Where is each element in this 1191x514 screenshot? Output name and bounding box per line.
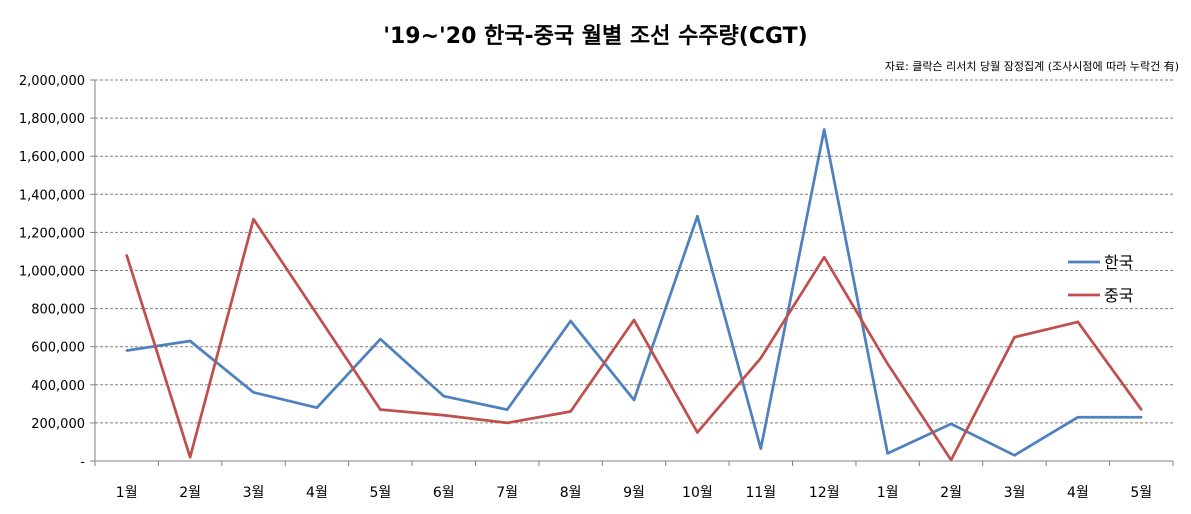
series-line-1 bbox=[126, 128, 1142, 457]
data-point bbox=[505, 408, 509, 411]
legend-label: 한국 bbox=[1104, 253, 1133, 272]
y-tick-label: 1,400,000 bbox=[19, 188, 85, 203]
y-tick-label: 1,200,000 bbox=[19, 226, 85, 241]
data-point bbox=[632, 318, 636, 322]
y-tick-label: 1,800,000 bbox=[19, 112, 85, 127]
x-tick-label: 12월 bbox=[809, 485, 840, 501]
x-tick-label: 1월 bbox=[877, 485, 899, 501]
data-point bbox=[125, 349, 128, 352]
data-point bbox=[188, 455, 192, 459]
data-point bbox=[759, 356, 763, 360]
y-tick-label: 2,000,000 bbox=[19, 74, 85, 89]
data-point bbox=[252, 391, 255, 394]
y-tick-label: 600,000 bbox=[31, 341, 85, 356]
x-tick-label: 5월 bbox=[1130, 485, 1152, 501]
x-tick-label: 4월 bbox=[306, 485, 328, 501]
data-point bbox=[442, 414, 445, 417]
data-point bbox=[1013, 335, 1016, 339]
x-tick-label: 2월 bbox=[179, 485, 201, 501]
chart-title: '19~'20 한국-중국 월별 조선 수주량(CGT) bbox=[383, 24, 808, 49]
data-point bbox=[632, 398, 636, 402]
x-tick-label: 8월 bbox=[560, 485, 582, 501]
chart-source-note: 자료: 클락슨 리서치 당월 잠정집계 (조사시점에 따라 누락건 有) bbox=[884, 60, 1179, 73]
x-tick-label: 9월 bbox=[623, 485, 645, 501]
data-point bbox=[696, 431, 699, 434]
y-tick-label: 1,000,000 bbox=[19, 265, 85, 280]
x-tick-label: 3월 bbox=[243, 485, 265, 501]
data-point bbox=[1076, 415, 1080, 419]
data-point bbox=[379, 337, 382, 341]
x-tick-label: 7월 bbox=[496, 485, 518, 501]
data-point bbox=[1140, 415, 1143, 419]
x-tick-label: 3월 bbox=[1004, 485, 1026, 501]
grid-lines bbox=[95, 79, 1173, 424]
x-tick-label: 6월 bbox=[433, 485, 455, 501]
data-point bbox=[949, 422, 953, 426]
data-point bbox=[1013, 454, 1016, 457]
x-axis-ticks: 1월 2월 3월 4월 5월 6월 7월 8월 9월 10월 11월 12월 1월 2월 3월 4월 5월 bbox=[94, 461, 1174, 501]
data-point bbox=[315, 313, 319, 316]
y-tick-label: 200,000 bbox=[31, 417, 85, 432]
y-tick-label: 1,600,000 bbox=[19, 150, 85, 165]
y-tick-label: 400,000 bbox=[31, 379, 85, 394]
data-point bbox=[252, 217, 255, 221]
data-point bbox=[505, 421, 509, 425]
data-point bbox=[569, 410, 572, 413]
y-axis-ticks: - 200,000 400,000 600,000 800,000 1,000,000 1,… bbox=[19, 74, 95, 470]
y-tick-label: 800,000 bbox=[31, 303, 85, 318]
legend-label: 중국 bbox=[1104, 286, 1133, 305]
data-point bbox=[1076, 320, 1080, 324]
x-tick-label: 10월 bbox=[682, 485, 713, 501]
data-point bbox=[886, 362, 889, 366]
x-tick-label: 5월 bbox=[369, 485, 391, 501]
data-point bbox=[823, 255, 826, 259]
data-point bbox=[188, 339, 192, 343]
x-tick-label: 2월 bbox=[940, 485, 962, 501]
data-point bbox=[125, 254, 128, 257]
y-tick-label: - bbox=[80, 455, 85, 470]
series-lines bbox=[125, 128, 1143, 462]
data-point bbox=[315, 406, 319, 409]
series-line-2 bbox=[125, 217, 1143, 462]
x-tick-label: 1월 bbox=[116, 485, 138, 501]
data-point bbox=[379, 408, 382, 411]
data-point bbox=[442, 395, 445, 398]
data-point bbox=[1140, 408, 1143, 411]
data-point bbox=[569, 319, 572, 323]
data-point bbox=[949, 458, 953, 462]
data-point bbox=[759, 447, 763, 450]
data-point bbox=[823, 128, 826, 131]
x-tick-label: 4월 bbox=[1067, 485, 1089, 501]
x-tick-label: 11월 bbox=[745, 485, 776, 501]
data-point bbox=[886, 452, 889, 455]
data-point bbox=[696, 215, 699, 218]
